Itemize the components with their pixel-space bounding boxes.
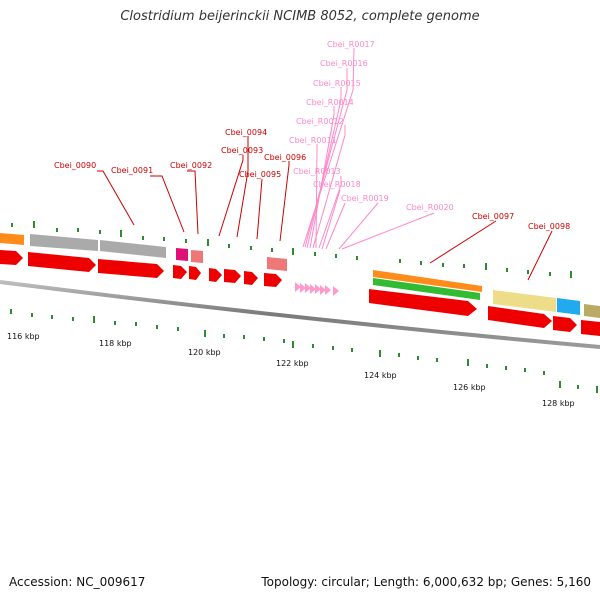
rna-label-cbei-r0020[interactable]: Cbei_R0020 bbox=[406, 203, 454, 212]
scale-label-128: 128 kbp bbox=[542, 399, 575, 408]
cds-arrow bbox=[369, 289, 477, 316]
rna-label-cbei-r0018[interactable]: Cbei_R0018 bbox=[313, 180, 361, 189]
cds-arrow bbox=[264, 273, 282, 287]
genome-backbone bbox=[0, 280, 600, 349]
cds-arrow bbox=[553, 316, 577, 332]
cds-arrow bbox=[581, 320, 600, 336]
scale-label-120: 120 kbp bbox=[188, 348, 221, 357]
gene-label-cbei-0096[interactable]: Cbei_0096 bbox=[264, 153, 306, 162]
feature-magenta bbox=[176, 248, 188, 261]
feature-grey-2 bbox=[100, 240, 166, 258]
gene-label-cbei-0098[interactable]: Cbei_0098 bbox=[528, 222, 570, 231]
rna-arrow bbox=[325, 285, 331, 295]
feature-salmon-1 bbox=[191, 250, 203, 263]
scale-labels: 116 kbp 118 kbp 120 kbp 122 kbp 124 kbp … bbox=[7, 332, 575, 408]
cds-arrow bbox=[98, 259, 164, 278]
gene-label-cbei-0090[interactable]: Cbei_0090 bbox=[54, 161, 96, 170]
rna-leader-lines bbox=[302, 47, 435, 250]
feature-olive bbox=[584, 304, 600, 318]
rna-label-cbei-r0011[interactable]: Cbei_R0011 bbox=[289, 136, 337, 145]
topology-text: Topology: circular; Length: 6,000,632 bp… bbox=[261, 575, 591, 589]
cds-arrow bbox=[224, 269, 241, 283]
rna-arrow bbox=[300, 283, 306, 293]
rna-arrow bbox=[310, 284, 316, 294]
gene-label-cbei-0097[interactable]: Cbei_0097 bbox=[472, 212, 514, 221]
outer-tick-row bbox=[11, 221, 572, 278]
scale-label-118: 118 kbp bbox=[99, 339, 132, 348]
inner-tick-row bbox=[10, 309, 598, 393]
cds-row bbox=[0, 250, 600, 336]
feature-salmon-2 bbox=[267, 257, 287, 271]
scale-label-116: 116 kbp bbox=[7, 332, 40, 341]
rna-label-cbei-r0016[interactable]: Cbei_R0016 bbox=[320, 59, 368, 68]
gene-label-cbei-0095[interactable]: Cbei_0095 bbox=[239, 170, 281, 179]
gene-label-cbei-0094[interactable]: Cbei_0094 bbox=[225, 128, 267, 137]
gene-leader-lines bbox=[97, 136, 553, 281]
gene-label-cbei-0091[interactable]: Cbei_0091 bbox=[111, 166, 153, 175]
cds-arrow bbox=[0, 250, 23, 265]
rna-arrows bbox=[295, 282, 339, 296]
rna-label-cbei-r0017[interactable]: Cbei_R0017 bbox=[327, 40, 375, 49]
rna-arrow bbox=[320, 285, 326, 295]
rna-arrow bbox=[295, 282, 301, 292]
cds-arrow bbox=[173, 265, 187, 279]
map-title: Clostridium beijerinckii NCIMB 8052, com… bbox=[120, 9, 480, 24]
rna-label-cbei-r0014[interactable]: Cbei_R0014 bbox=[306, 98, 354, 107]
cds-arrow bbox=[209, 268, 222, 282]
rna-label-cbei-r0019[interactable]: Cbei_R0019 bbox=[341, 194, 389, 203]
rna-arrow bbox=[315, 284, 321, 294]
cds-arrow bbox=[28, 252, 96, 272]
rna-label-cbei-r0015[interactable]: Cbei_R0015 bbox=[313, 79, 361, 88]
feature-green-mid bbox=[373, 278, 480, 300]
cds-arrow bbox=[244, 271, 258, 285]
feature-orange-mid bbox=[373, 270, 482, 292]
rna-label-cbei-r0013[interactable]: Cbei_R0013 bbox=[293, 167, 341, 176]
scale-label-126: 126 kbp bbox=[453, 383, 486, 392]
accession-text: Accession: NC_009617 bbox=[9, 575, 146, 589]
cds-arrow bbox=[189, 266, 201, 280]
gene-label-cbei-0093[interactable]: Cbei_0093 bbox=[221, 146, 263, 155]
feature-cyan bbox=[557, 298, 580, 315]
rna-arrow bbox=[305, 283, 311, 293]
rna-label-cbei-r0012[interactable]: Cbei_R0012 bbox=[296, 117, 344, 126]
feature-orange-left bbox=[0, 233, 24, 245]
cds-arrow bbox=[488, 306, 552, 328]
gene-labels: Cbei_0090 Cbei_0091 Cbei_0092 Cbei_0094 … bbox=[54, 128, 570, 231]
feature-grey-1 bbox=[30, 234, 98, 251]
feature-khaki bbox=[493, 290, 556, 312]
scale-label-124: 124 kbp bbox=[364, 371, 397, 380]
feature-row-upper bbox=[0, 233, 600, 318]
gene-label-cbei-0092[interactable]: Cbei_0092 bbox=[170, 161, 212, 170]
scale-label-122: 122 kbp bbox=[276, 359, 309, 368]
rna-labels: Cbei_R0017 Cbei_R0016 Cbei_R0015 Cbei_R0… bbox=[289, 40, 454, 212]
rna-arrow bbox=[333, 286, 339, 296]
